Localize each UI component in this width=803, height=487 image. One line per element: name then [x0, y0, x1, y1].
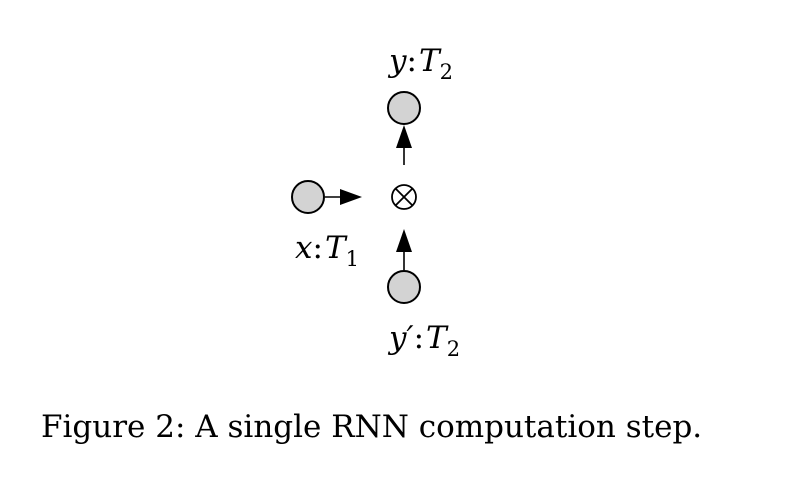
arrowhead-x-to-operator — [340, 189, 362, 205]
arrowhead-yprev-to-operator — [396, 229, 412, 252]
arrowhead-operator-to-y — [396, 125, 412, 148]
label-yprime-t2: y′:T2 — [387, 320, 460, 361]
label-x-t1: x:T1 — [295, 230, 359, 271]
previous-node-yprime — [387, 270, 421, 304]
label-y-t2: y:T2 — [387, 43, 453, 84]
tensor-product-operator — [391, 184, 417, 210]
input-node-x — [291, 180, 325, 214]
figure-caption: Figure 2: A single RNN computation step. — [41, 409, 703, 445]
output-node-y — [387, 91, 421, 125]
